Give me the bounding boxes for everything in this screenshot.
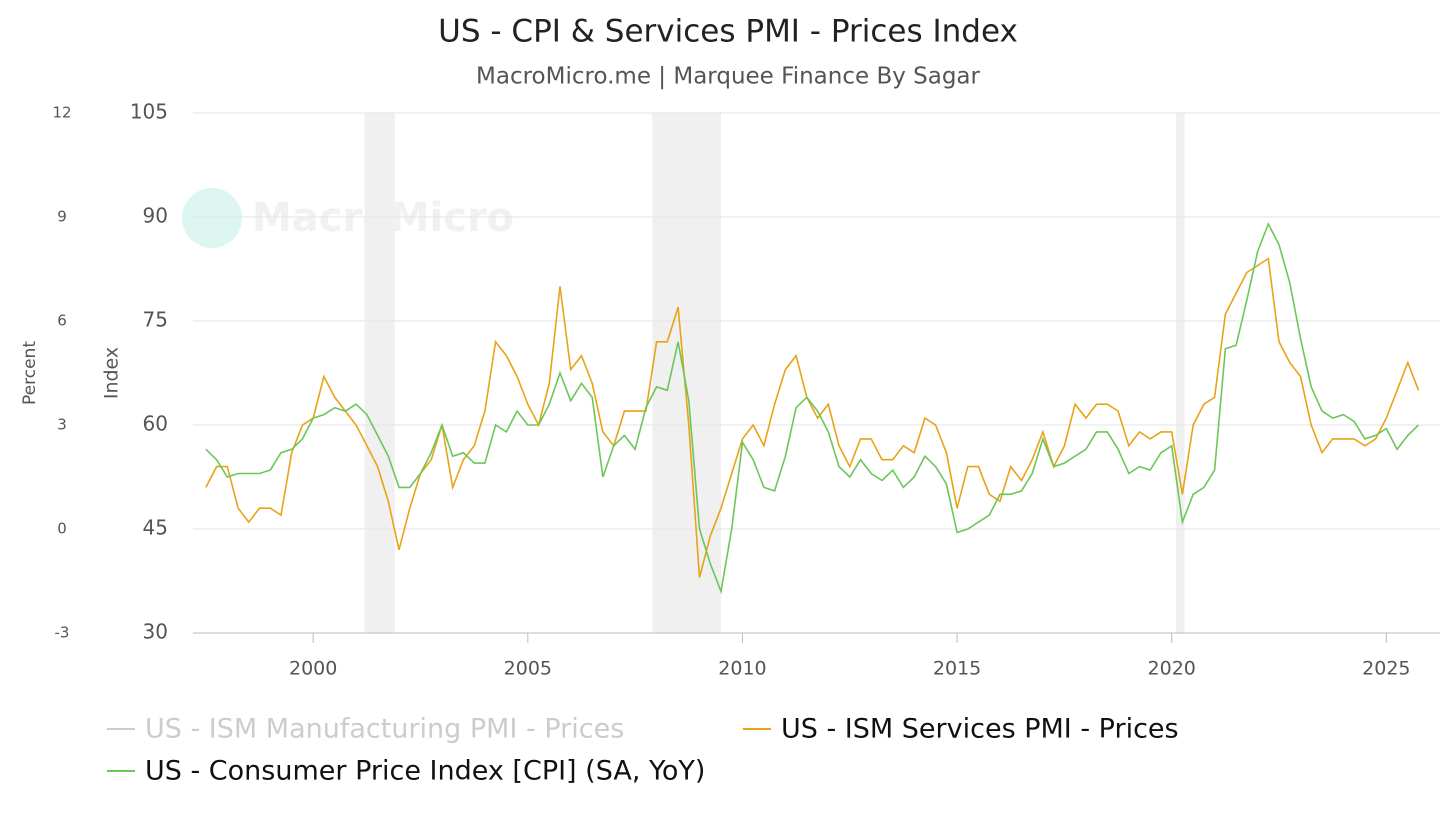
y2-tick-label: 9 [57, 208, 67, 226]
y-tick-label: 75 [143, 308, 168, 332]
shaded-period [1176, 113, 1185, 633]
watermark: MacroMicro [182, 188, 514, 248]
series-line [205, 221, 1420, 595]
chart-title: US - CPI & Services PMI - Prices Index [438, 14, 1018, 50]
y2-axis-label: Percent [20, 341, 40, 405]
y2-tick-label: 0 [57, 520, 67, 538]
watermark-logo [182, 188, 242, 248]
y-tick-label: 60 [143, 412, 168, 436]
legend-label[interactable]: US - Consumer Price Index [CPI] (SA, YoY… [145, 756, 705, 787]
y-tick-label: 90 [143, 204, 168, 228]
x-tick-label: 2000 [289, 658, 337, 680]
y-tick-label: 105 [130, 100, 168, 124]
shaded-period [364, 113, 395, 633]
shaded-period [652, 113, 721, 633]
x-tick-label: 2005 [504, 658, 552, 680]
x-tick-label: 2025 [1362, 658, 1410, 680]
x-tick-label: 2010 [718, 658, 766, 680]
y2-tick-label: 3 [57, 416, 67, 434]
y2-tick-label: 12 [52, 104, 71, 122]
y2-tick-label: -3 [55, 624, 70, 642]
x-tick-label: 2015 [933, 658, 981, 680]
y-tick-label: 45 [143, 516, 168, 540]
chart-subtitle: MacroMicro.me | Marquee Finance By Sagar [476, 64, 981, 90]
y-axis-label: Index [101, 347, 123, 399]
x-tick-label: 2020 [1148, 658, 1196, 680]
legend-label[interactable]: US - ISM Services PMI - Prices [781, 714, 1179, 745]
legend-label[interactable]: US - ISM Manufacturing PMI - Prices [145, 714, 624, 745]
y-tick-label: 30 [143, 620, 168, 644]
series-line [205, 257, 1420, 578]
y2-tick-label: 6 [57, 312, 67, 330]
